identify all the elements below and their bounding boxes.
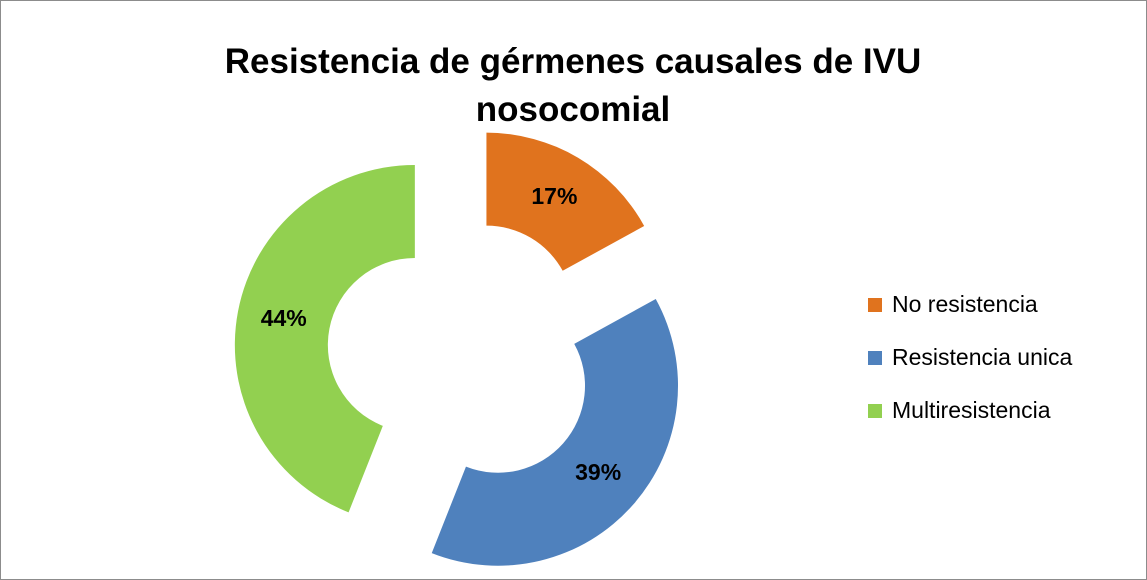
- data-label: 17%: [531, 183, 577, 209]
- legend-label: Resistencia unica: [892, 344, 1072, 370]
- donut-segment: [486, 132, 645, 271]
- chart-title: Resistencia de gérmenes causales de IVU …: [224, 42, 922, 129]
- legend-label: Multiresistencia: [892, 397, 1051, 423]
- legend-label: No resistencia: [892, 291, 1038, 317]
- legend-swatch: [868, 351, 882, 365]
- donut-segment: [234, 165, 415, 513]
- legend-swatch: [868, 298, 882, 312]
- data-label: 44%: [261, 305, 307, 331]
- legend-swatch: [868, 404, 882, 418]
- data-label: 39%: [575, 459, 621, 485]
- donut-segment: [431, 299, 679, 566]
